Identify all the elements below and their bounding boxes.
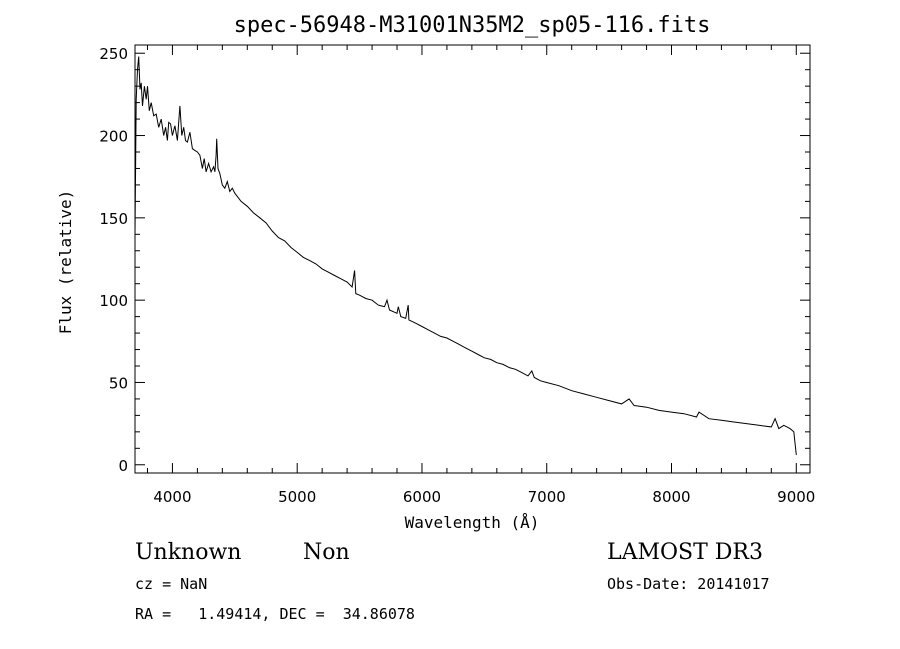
y-tick-label: 150 <box>99 210 128 228</box>
coords-label: RA = 1.49414, DEC = 34.86078 <box>135 605 415 623</box>
x-tick-label: 6000 <box>403 488 441 506</box>
spectrum-line <box>134 56 797 455</box>
tick-labels: 4000 5000 6000 7000 8000 9000 0 50 100 150 200 250 <box>99 45 815 506</box>
x-tick-label: 9000 <box>777 488 815 506</box>
y-tick-label: 50 <box>109 374 128 392</box>
y-tick-label: 250 <box>99 45 128 63</box>
y-axis-label: Flux (relative) <box>56 190 75 335</box>
survey-label: LAMOST DR3 <box>607 540 763 565</box>
y-tick-label: 200 <box>99 128 128 146</box>
x-axis-label: Wavelength (Å) <box>405 513 540 532</box>
object-class: Unknown <box>135 540 241 565</box>
plot-frame <box>134 44 811 474</box>
object-subclass: Non <box>303 540 350 565</box>
y-tick-label: 100 <box>99 292 128 310</box>
y-tick-label: 0 <box>118 457 128 475</box>
x-tick-label: 5000 <box>278 488 316 506</box>
redshift-label: cz = NaN <box>135 575 207 593</box>
x-tick-label: 8000 <box>652 488 690 506</box>
chart-title: spec-56948-M31001N35M2_sp05-116.fits <box>234 13 711 38</box>
obs-date-label: Obs-Date: 20141017 <box>607 575 770 593</box>
x-tick-label: 4000 <box>153 488 191 506</box>
x-tick-label: 7000 <box>528 488 566 506</box>
axis-ticks <box>135 45 810 473</box>
